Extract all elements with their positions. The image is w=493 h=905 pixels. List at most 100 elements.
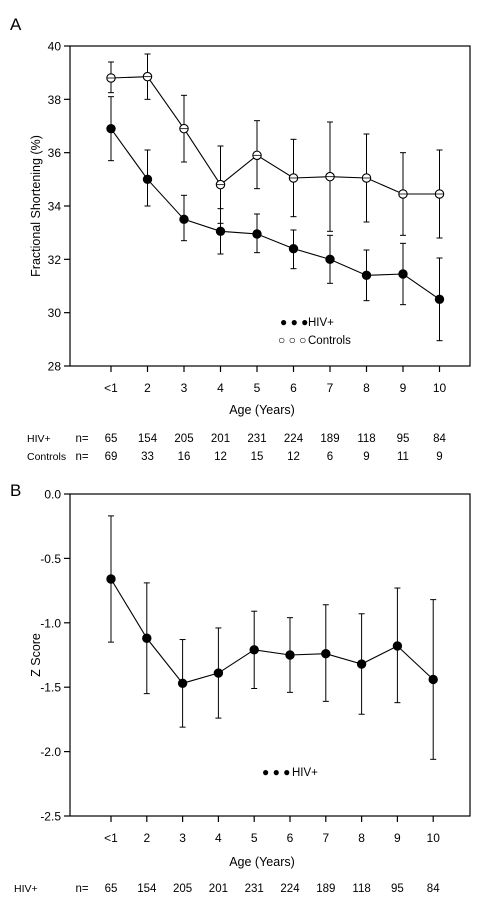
n-table-count: 118 xyxy=(357,433,375,445)
n-table-count: 11 xyxy=(397,451,409,463)
x-tick-label: 3 xyxy=(181,381,188,395)
legend-label-hiv: HIV+ xyxy=(308,317,334,329)
x-tick-label: 2 xyxy=(143,831,150,845)
n-table-count: 201 xyxy=(209,883,228,895)
panel-b-series xyxy=(106,515,438,760)
y-tick-label: 0.0 xyxy=(44,488,61,502)
x-tick-label: <1 xyxy=(104,831,118,845)
y-tick-label: 28 xyxy=(48,360,62,374)
y-tick-label: -2.5 xyxy=(40,810,61,824)
data-point xyxy=(177,678,188,689)
data-point xyxy=(356,659,367,669)
x-tick-label: 6 xyxy=(287,831,294,845)
data-point xyxy=(213,668,224,678)
n-table-count: 224 xyxy=(280,883,300,895)
n-table-count: 189 xyxy=(320,433,339,445)
panel-b-plot-frame xyxy=(69,493,471,817)
n-table-header: n= xyxy=(75,451,88,463)
y-tick-label: 40 xyxy=(48,40,62,54)
legend-symbol-hiv: ● ● ● xyxy=(280,315,308,329)
legend-symbol-controls: ○ ○ ○ xyxy=(278,333,306,347)
x-tick-label: 7 xyxy=(322,831,329,845)
y-tick-label: 30 xyxy=(48,306,62,320)
panel-a-y-axis-label: Fractional Shortening (%) xyxy=(29,135,43,277)
n-table-count: 9 xyxy=(436,451,442,463)
n-table-count: 205 xyxy=(174,433,193,445)
n-table-count: 118 xyxy=(352,883,370,895)
data-point xyxy=(142,633,152,643)
x-tick-label: 9 xyxy=(400,381,407,395)
n-table-header: n= xyxy=(75,883,88,895)
n-table-count: 33 xyxy=(141,451,154,463)
y-tick-label: -0.5 xyxy=(40,552,61,566)
series-line-1 xyxy=(110,76,440,195)
y-tick-label: 36 xyxy=(48,146,62,160)
x-tick-label: 10 xyxy=(427,831,441,845)
legend-symbol-hiv: ● ● ● xyxy=(262,765,290,779)
x-tick-label: 6 xyxy=(290,381,297,395)
data-point xyxy=(106,574,116,584)
data-point xyxy=(392,641,403,651)
x-tick-label: 10 xyxy=(433,381,447,395)
series-line-0 xyxy=(110,578,434,684)
data-point xyxy=(249,645,259,655)
n-table-count: 205 xyxy=(173,883,192,895)
data-point xyxy=(325,254,335,265)
legend-label-controls: Controls xyxy=(308,335,351,347)
panel-a-n-table: HIV+ n= 65 154 205 201 231 224 189 118 95 84 Control… xyxy=(27,433,446,463)
n-table-count: 189 xyxy=(316,883,335,895)
panel-b-n-table: HIV+ n= 65 154 205 201 231 224 189 118 95 84 xyxy=(14,883,440,895)
panel-a-x-axis-label: Age (Years) xyxy=(229,403,295,417)
data-point xyxy=(288,243,299,254)
data-point xyxy=(434,294,445,305)
n-table-count: 95 xyxy=(397,433,410,445)
y-tick-label: -1.5 xyxy=(40,681,61,695)
data-point xyxy=(179,214,189,225)
x-tick-label: 5 xyxy=(251,831,258,845)
panel-b-y-axis-label: Z Score xyxy=(29,633,43,677)
panel-a-plot-frame xyxy=(69,45,471,367)
data-point xyxy=(215,226,226,237)
n-table-count: 16 xyxy=(178,451,191,463)
n-table-count: 154 xyxy=(137,883,157,895)
n-table-count: 154 xyxy=(138,433,158,445)
n-table-count: 65 xyxy=(105,883,118,895)
panel-a: A Fractional Shortening (%) Age (Years) … xyxy=(10,15,471,463)
n-table-count: 95 xyxy=(391,883,404,895)
n-table-count: 224 xyxy=(284,433,304,445)
series-line-0 xyxy=(110,128,440,300)
n-table-group-label: HIV+ xyxy=(27,433,51,445)
x-tick-label: 9 xyxy=(394,831,401,845)
panel-b: B Z Score Age (Years) -2.5 -2.0 -1.5 -1.0 -0… xyxy=(10,481,471,895)
y-tick-label: -2.0 xyxy=(40,745,61,759)
x-tick-label: 3 xyxy=(179,831,186,845)
x-tick-label: 5 xyxy=(254,381,261,395)
n-table-count: 12 xyxy=(214,451,227,463)
panel-b-ticks: -2.5 -2.0 -1.5 -1.0 -0.5 0.0 <1 2 3 4 5 6 7 8 9 10 xyxy=(40,488,440,846)
panel-b-x-axis-label: Age (Years) xyxy=(229,855,295,869)
data-point xyxy=(428,674,438,685)
data-point xyxy=(361,270,372,281)
x-tick-label: 8 xyxy=(363,381,370,395)
x-tick-label: 2 xyxy=(144,381,151,395)
data-point xyxy=(142,174,153,185)
data-point xyxy=(252,229,262,239)
x-tick-label: <1 xyxy=(104,381,118,395)
y-tick-label: -1.0 xyxy=(40,616,61,630)
n-table-count: 69 xyxy=(105,451,118,463)
n-table-count: 201 xyxy=(211,433,230,445)
x-tick-label: 8 xyxy=(358,831,365,845)
panel-b-legend: ● ● ● HIV+ xyxy=(262,765,318,779)
n-table-count: 15 xyxy=(251,451,264,463)
n-table-header: n= xyxy=(75,433,88,445)
y-tick-label: 38 xyxy=(48,93,62,107)
y-tick-label: 34 xyxy=(48,200,62,214)
n-table-count: 84 xyxy=(427,883,440,895)
n-table-count: 9 xyxy=(363,451,369,463)
data-point xyxy=(106,123,116,134)
panel-a-legend: ● ● ● HIV+ ○ ○ ○ Controls xyxy=(278,315,351,347)
legend-label-hiv: HIV+ xyxy=(292,767,318,779)
x-tick-label: 4 xyxy=(215,831,222,845)
